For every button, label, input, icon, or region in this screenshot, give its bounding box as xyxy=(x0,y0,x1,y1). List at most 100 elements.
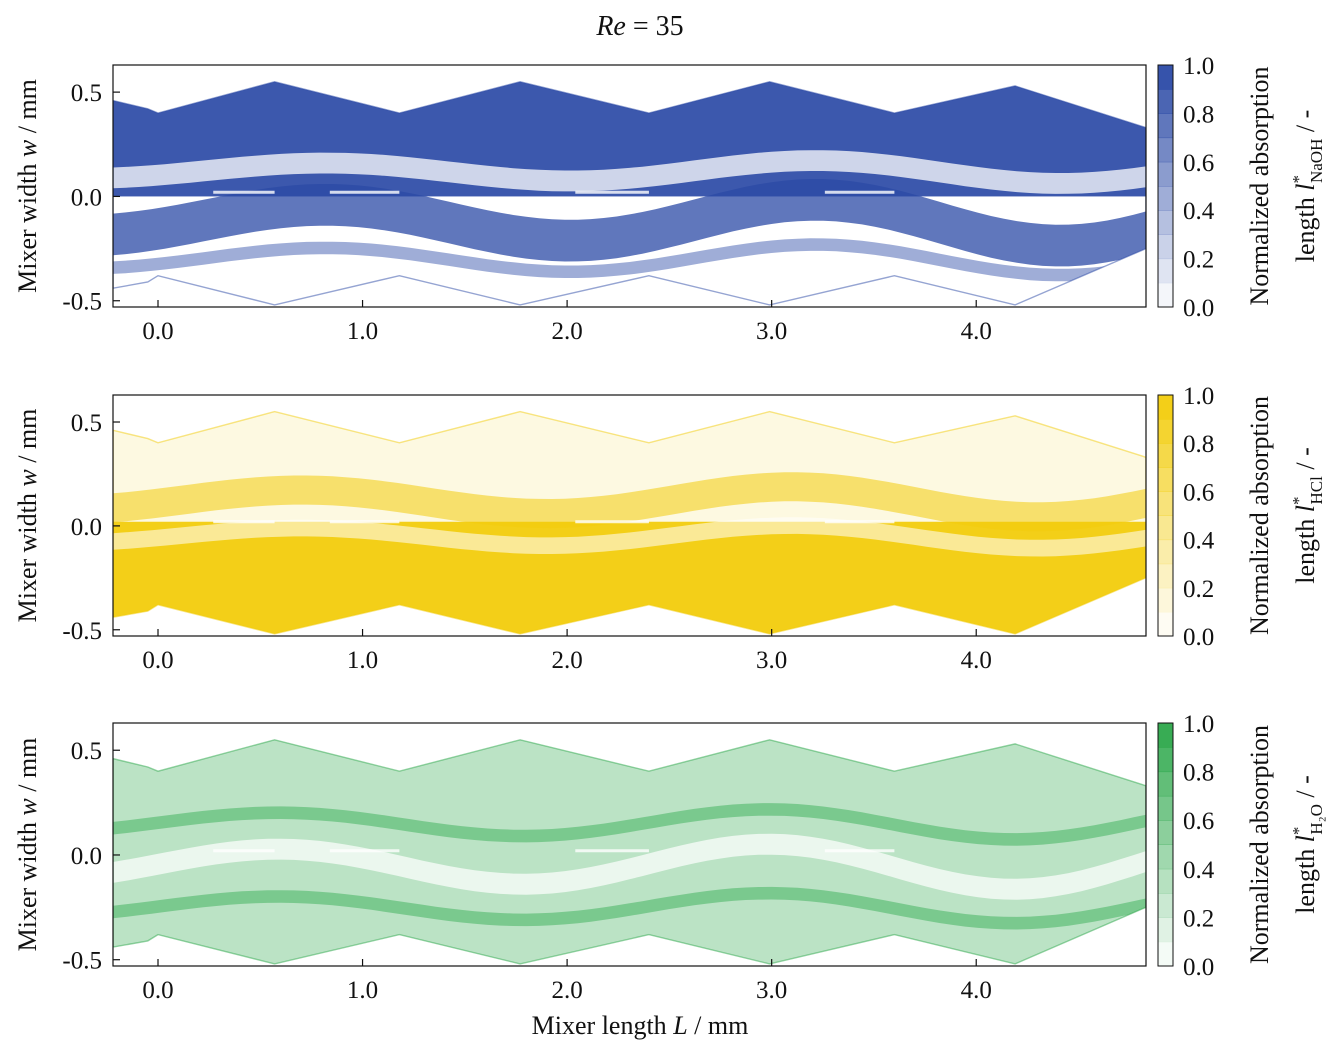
mixing-band xyxy=(113,886,1146,930)
colorbar-step xyxy=(1158,795,1173,821)
colorbar-step xyxy=(1158,868,1173,894)
colorbar-step xyxy=(1158,587,1173,613)
mixing-band xyxy=(113,238,1146,282)
colorbar-tick-label: 0.2 xyxy=(1183,905,1214,932)
x-tick-label: 4.0 xyxy=(961,647,992,674)
colorbar-tick-label: 0.6 xyxy=(1183,150,1214,177)
colorbar-step xyxy=(1158,467,1173,492)
colorbar-step xyxy=(1158,820,1173,845)
mixing-gap xyxy=(113,150,1146,194)
mixer-channel xyxy=(113,739,1146,964)
colorbar-step xyxy=(1158,611,1173,637)
colorbar-label-line2: length l*NaOH / - xyxy=(1289,110,1326,263)
x-tick-label: 4.0 xyxy=(961,977,992,1004)
y-tick-label: -0.5 xyxy=(62,618,102,645)
colorbar-label-line2: length l*H₂O / - xyxy=(1289,775,1326,914)
x-tick-label: 1.0 xyxy=(347,647,378,674)
colorbar-step xyxy=(1158,563,1173,589)
y-tick-label: 0.0 xyxy=(71,843,102,870)
y-axis-label: Mixer width w / mm xyxy=(13,409,42,623)
colorbar-step xyxy=(1158,234,1173,260)
mixer-channel xyxy=(113,81,1146,282)
colorbar-step xyxy=(1158,419,1173,444)
colorbar-step xyxy=(1158,395,1173,420)
mixing-band xyxy=(113,803,1146,846)
channel-wall xyxy=(113,410,1146,635)
colorbar-label-line1: Normalized absorption xyxy=(1245,67,1274,306)
colorbar-frame xyxy=(1157,722,1174,967)
colorbar-tick-label: 0.2 xyxy=(1183,247,1214,274)
panel-3: 0.0 1.0 2.0 3.0 4.0 0.5 0.0 -0.5 Mixer width w /… xyxy=(13,711,1326,1004)
y-tick-label: 0.5 xyxy=(71,80,102,107)
colorbar-step xyxy=(1158,723,1173,748)
x-tick-label: 3.0 xyxy=(756,318,787,345)
colorbar-step xyxy=(1158,161,1173,187)
colorbar-tick-label: 0.0 xyxy=(1183,954,1214,981)
heatmap-area xyxy=(113,410,1146,635)
mixing-band xyxy=(113,472,1146,532)
colorbar-step xyxy=(1158,186,1173,211)
panel-2: 0.0 1.0 2.0 3.0 4.0 0.5 0.0 -0.5 Mixer width w /… xyxy=(13,383,1326,674)
x-tick-label: 0.0 xyxy=(142,318,173,345)
colorbar-tick-label: 0.2 xyxy=(1183,576,1214,603)
x-tick-label: 3.0 xyxy=(756,647,787,674)
colorbar-step xyxy=(1158,137,1173,163)
plot-frame xyxy=(112,64,1147,308)
colorbar-tick-label: 0.8 xyxy=(1183,431,1214,458)
colorbar-step xyxy=(1158,113,1173,139)
colorbar-step xyxy=(1158,917,1173,943)
y-tick-label: 0.5 xyxy=(71,410,102,437)
colorbar-tick-label: 1.0 xyxy=(1183,53,1214,80)
heatmap-area xyxy=(113,80,1146,306)
colorbar-frame xyxy=(1157,64,1174,308)
x-tick-label: 0.0 xyxy=(142,977,173,1004)
x-tick-label: 0.0 xyxy=(142,647,173,674)
colorbar-tick-label: 0.8 xyxy=(1183,760,1214,787)
heatmap-area xyxy=(113,739,1146,965)
y-axis-label: Mixer width w / mm xyxy=(13,79,42,293)
y-tick-label: 0.0 xyxy=(71,184,102,211)
channel-wall xyxy=(113,739,1146,965)
colorbar-step xyxy=(1158,258,1173,284)
x-tick-label: 1.0 xyxy=(347,977,378,1004)
colorbar-step xyxy=(1158,65,1173,90)
colorbar-step xyxy=(1158,747,1173,773)
channel-wall xyxy=(113,80,1146,306)
panel-1: 0.0 1.0 2.0 3.0 4.0 0.5 0.0 -0.5 Mixer width w /… xyxy=(13,53,1326,345)
colorbar-step xyxy=(1158,282,1173,308)
plot-frame xyxy=(112,722,1147,967)
colorbar-tick-label: 0.4 xyxy=(1183,198,1215,225)
colorbar-tick-label: 1.0 xyxy=(1183,383,1214,410)
x-axis-label: Mixer length L / mm xyxy=(532,1011,749,1040)
x-tick-label: 4.0 xyxy=(961,318,992,345)
colorbar-step xyxy=(1158,443,1173,468)
colorbar-label-line1: Normalized absorption xyxy=(1245,725,1274,964)
y-tick-label: -0.5 xyxy=(62,289,102,316)
colorbar-step xyxy=(1158,941,1173,967)
y-tick-label: 0.0 xyxy=(71,514,102,541)
y-axis-label: Mixer width w / mm xyxy=(13,738,42,952)
mixing-band xyxy=(113,179,1146,267)
colorbar-label-line2: length l*HCl / - xyxy=(1289,447,1326,583)
y-tick-label: -0.5 xyxy=(62,948,102,975)
colorbar-step xyxy=(1158,539,1173,565)
colorbar-label-line1: Normalized absorption xyxy=(1245,396,1274,635)
plot-frame xyxy=(112,394,1147,637)
colorbar-frame xyxy=(1157,394,1174,637)
x-tick-label: 2.0 xyxy=(551,647,582,674)
colorbar-step xyxy=(1158,515,1173,541)
colorbar-step xyxy=(1158,89,1173,114)
colorbar-tick-label: 0.8 xyxy=(1183,101,1214,128)
colorbar-tick-label: 0.6 xyxy=(1183,479,1214,506)
colorbar-tick-label: 0.6 xyxy=(1183,808,1214,835)
colorbar-tick-label: 1.0 xyxy=(1183,711,1214,738)
colorbar-tick-label: 0.4 xyxy=(1183,528,1215,555)
x-tick-label: 2.0 xyxy=(551,318,582,345)
colorbar-step xyxy=(1158,210,1173,235)
x-tick-label: 3.0 xyxy=(756,977,787,1004)
x-tick-label: 2.0 xyxy=(551,977,582,1004)
colorbar-step xyxy=(1158,844,1173,870)
mixing-gap xyxy=(113,517,1146,557)
y-tick-label: 0.5 xyxy=(71,738,102,765)
